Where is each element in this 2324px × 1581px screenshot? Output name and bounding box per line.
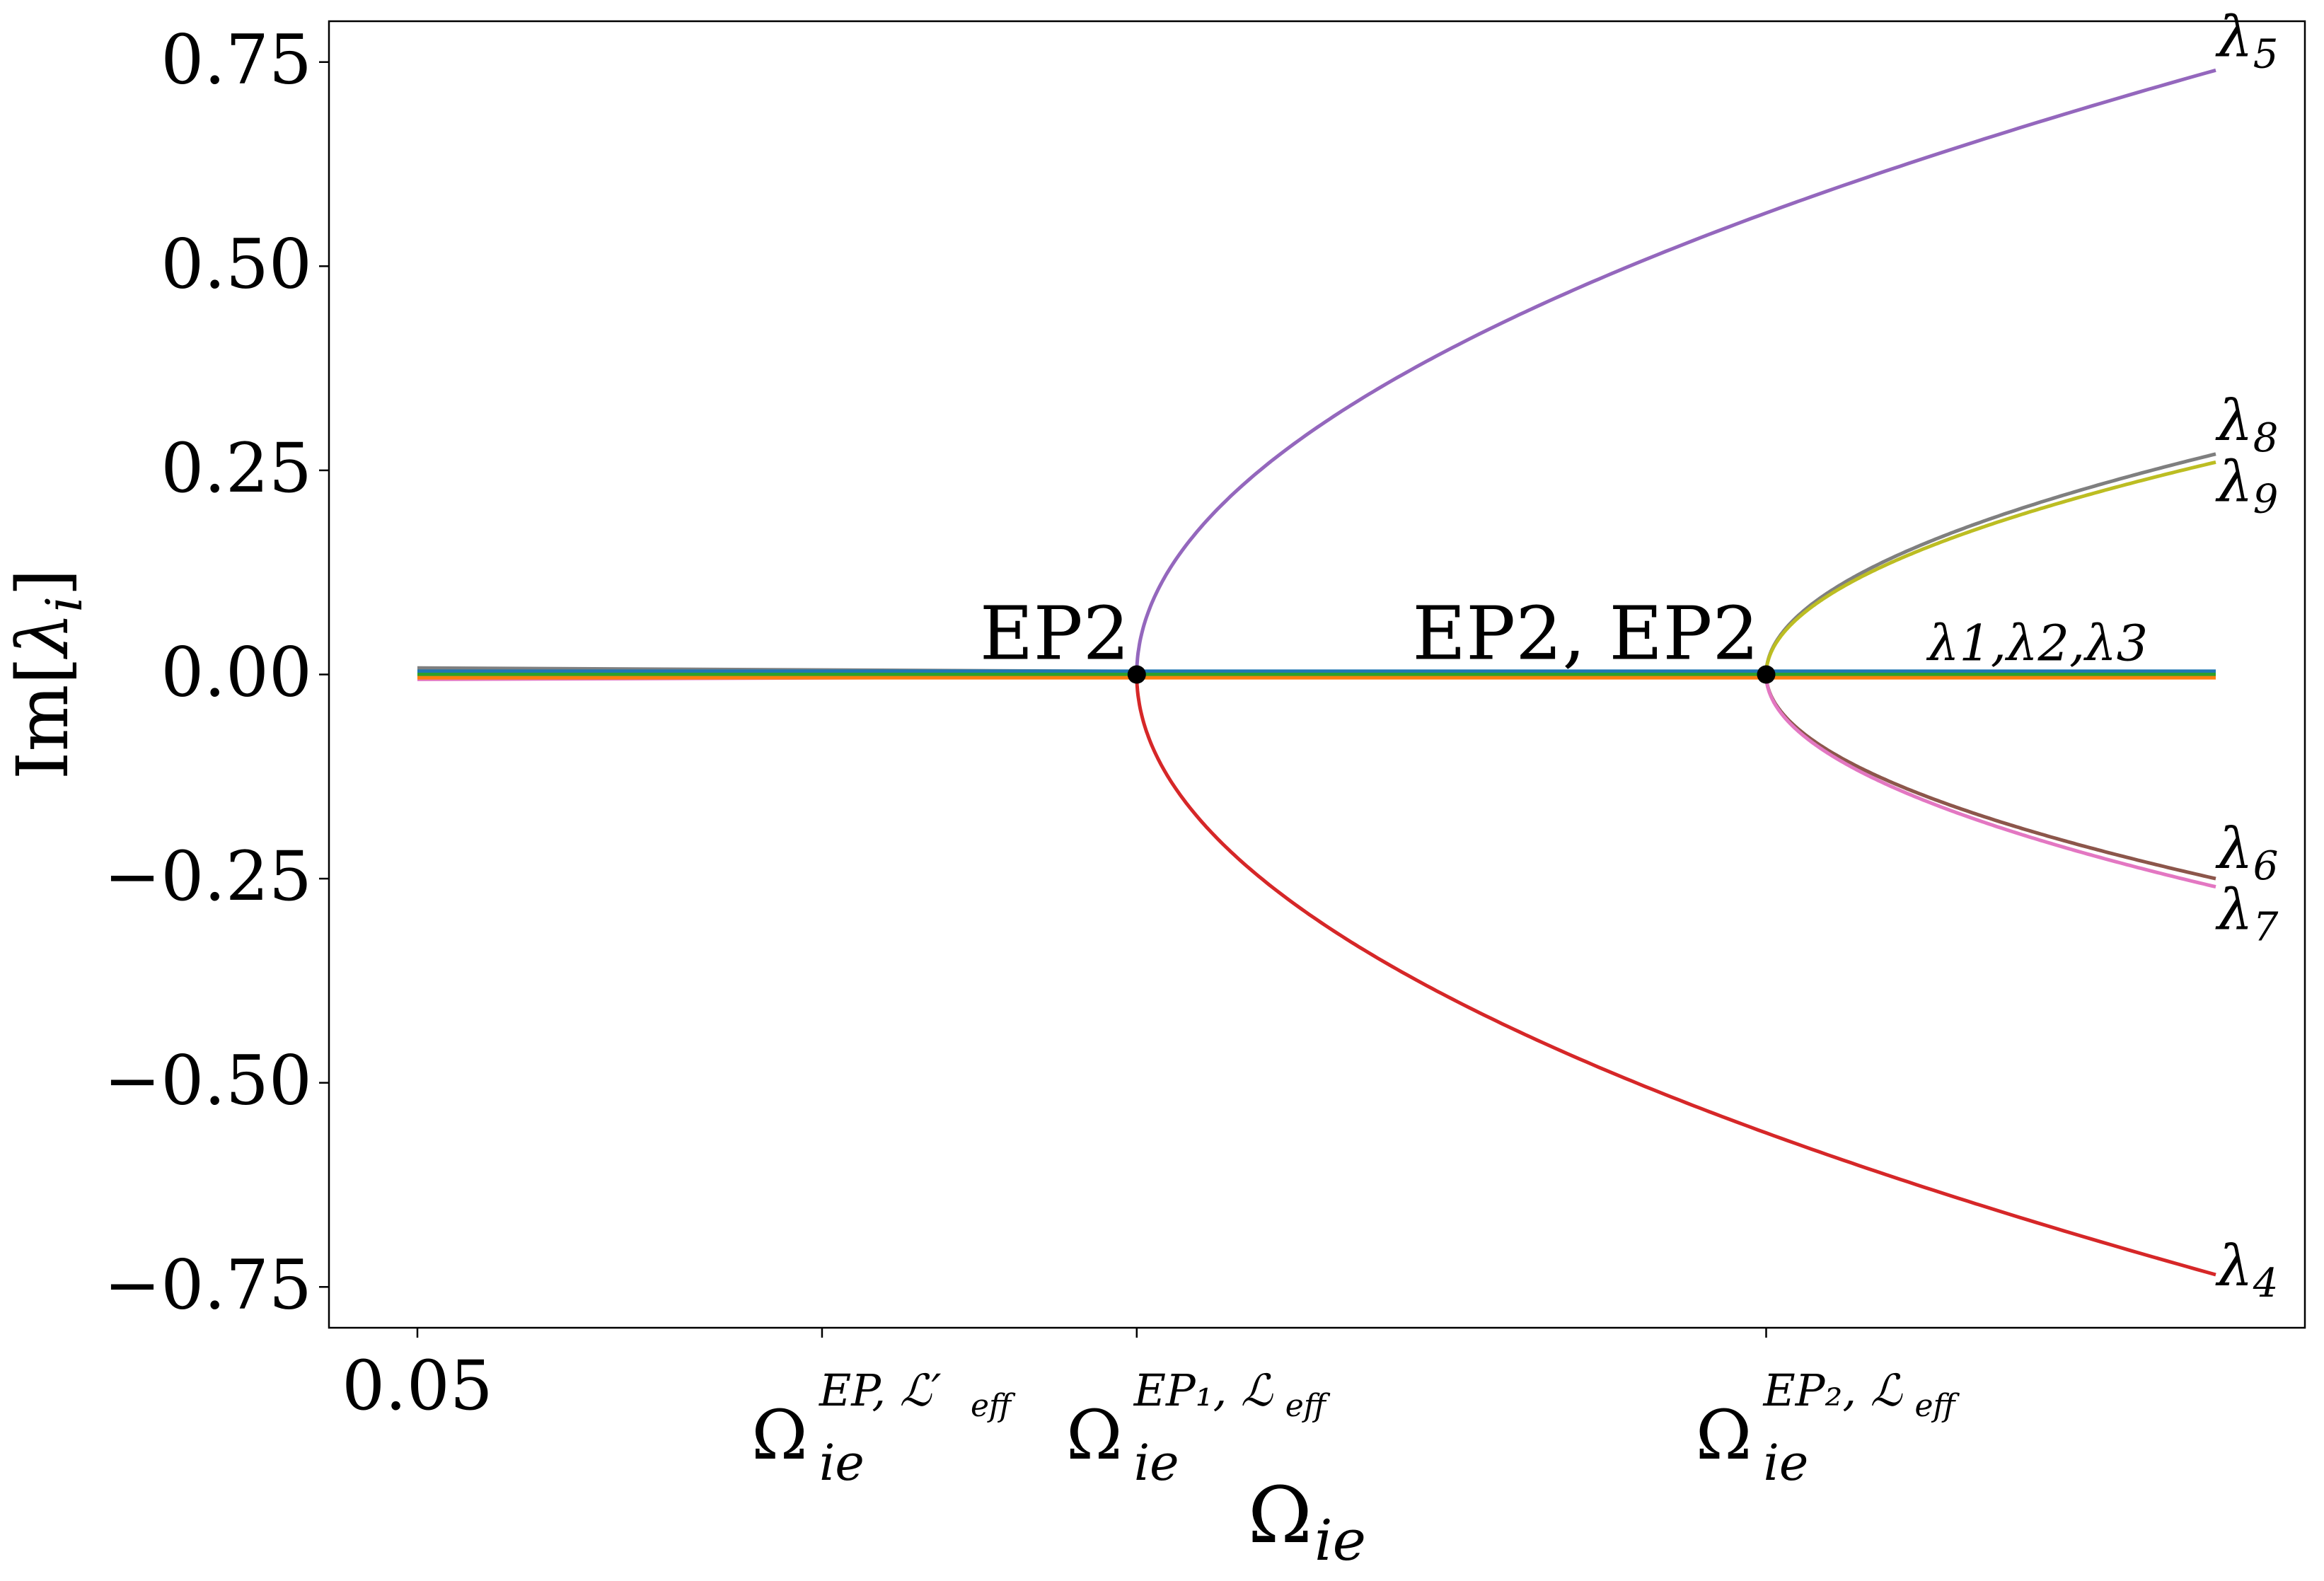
- y-tick-label: 0.50: [161, 224, 312, 303]
- x-tick-label-supsub: eff: [971, 1388, 1016, 1424]
- x-tick-label-base: Ω: [751, 1396, 808, 1475]
- series-line-λ7: [417, 672, 2216, 889]
- ep-marker: [1127, 665, 1146, 684]
- x-axis-title-base: Ω: [1248, 1470, 1312, 1560]
- curve-label-sub: 8: [2253, 415, 2279, 461]
- x-axis-title-sub: ie: [1314, 1507, 1366, 1573]
- y-tick-label: 0.75: [161, 21, 312, 100]
- y-axis: 0.75 0.50 0.25 0.00 −0.25 −0.50 −0.75: [104, 21, 329, 1324]
- x-tick-label-sup: EP, ℒ′: [819, 1365, 942, 1416]
- series-line-λ4: [417, 672, 2216, 1277]
- flat-series-label: λ1,λ2,λ3: [1926, 615, 2148, 673]
- x-tick-label-base: Ω: [1066, 1396, 1123, 1475]
- series-layer: [417, 68, 2216, 1277]
- curve-label-sub: 5: [2253, 31, 2279, 77]
- curve-label-sub: 7: [2253, 905, 2279, 951]
- x-tick-label-sup: EP₂, ℒ: [1763, 1365, 1903, 1416]
- x-tick-label-sub: ie: [819, 1434, 865, 1492]
- series-line-λ5: [417, 68, 2216, 677]
- curve-label-λ5: λ5: [2215, 4, 2278, 77]
- ep-layer: EP2 EP2, EP2: [980, 591, 1776, 684]
- y-axis-title-var: λ: [1, 612, 84, 659]
- x-tick-label-supsub: eff: [1285, 1388, 1331, 1424]
- y-axis-title-sub: i: [35, 596, 93, 612]
- ep-label: EP2, EP2: [1412, 591, 1759, 677]
- y-tick-label: −0.75: [104, 1245, 312, 1324]
- y-axis-title-text: Im[λi]: [1, 569, 93, 780]
- curve-label-sub: 4: [2253, 1261, 2279, 1307]
- x-tick-label-sup: EP₁, ℒ: [1133, 1365, 1273, 1416]
- y-tick-label: 0.25: [161, 429, 312, 508]
- curve-label-sub: 9: [2253, 476, 2279, 522]
- y-axis-title: Im[λi]: [1, 569, 93, 780]
- y-tick-label: −0.50: [104, 1041, 312, 1120]
- y-tick-label: −0.25: [104, 837, 312, 916]
- x-tick-label-sub: ie: [1134, 1434, 1179, 1492]
- series-line-λ9: [417, 460, 2216, 677]
- ep-label: EP2: [980, 591, 1130, 677]
- y-tick-label: 0.00: [161, 633, 312, 712]
- curve-label-λ7: λ7: [2215, 877, 2279, 951]
- x-tick-label-sub: ie: [1764, 1434, 1809, 1492]
- x-tick-label-supsub: eff: [1915, 1388, 1960, 1424]
- x-tick-label: 0.05: [342, 1346, 493, 1425]
- ep-marker: [1757, 665, 1776, 684]
- curve-label-sub: 6: [2253, 843, 2279, 889]
- y-axis-title-suffix: ]: [1, 569, 84, 596]
- x-tick-label-base: Ω: [1696, 1396, 1752, 1475]
